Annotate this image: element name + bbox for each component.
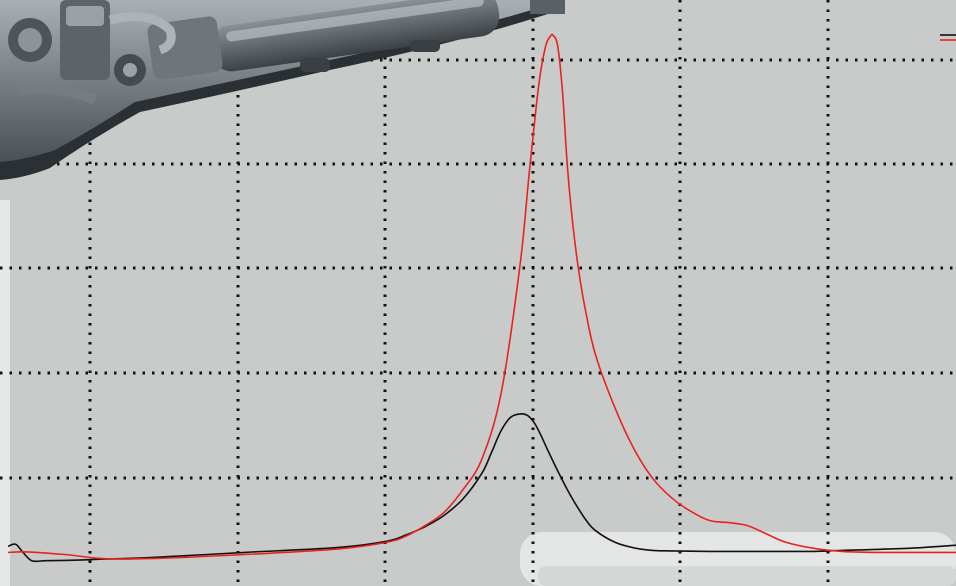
engine-machine-illustration (0, 0, 565, 180)
lower-panel-inner (538, 566, 956, 586)
series-layer (7, 33, 956, 563)
legend (940, 34, 956, 41)
left-edge-strip (0, 200, 10, 586)
series-line-red (7, 33, 956, 560)
